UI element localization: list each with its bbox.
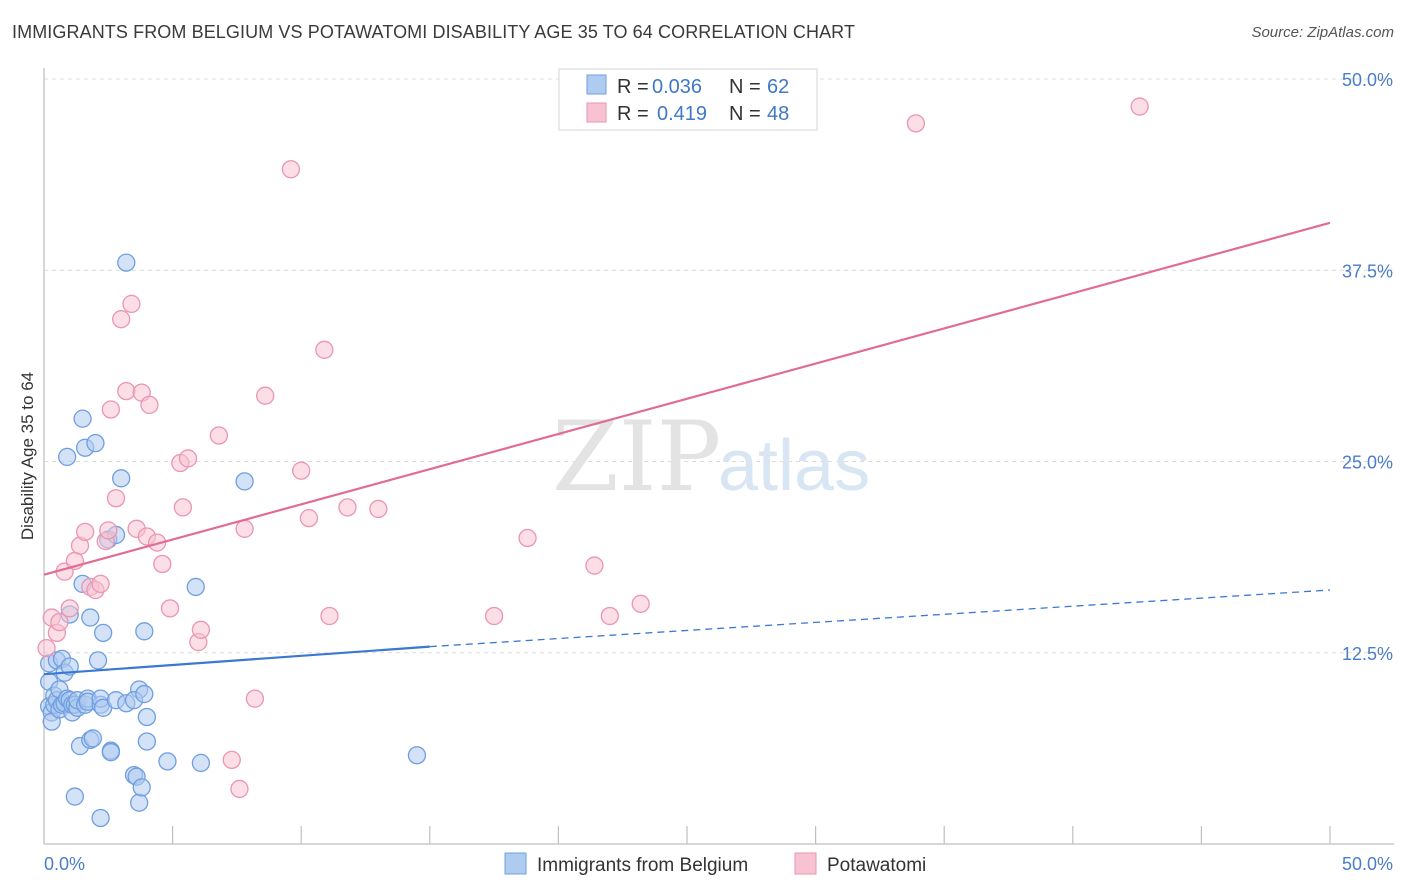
potawatomi-point-42 [338, 498, 357, 517]
watermark: ZIP atlas [552, 401, 870, 513]
legend-r-label-blue: R = [617, 76, 649, 98]
series-potawatomi-points [37, 97, 1149, 799]
potawatomi-point-31 [209, 426, 229, 445]
chart-source: Source: ZipAtlas.com [1251, 24, 1394, 41]
belgium-point-60 [137, 732, 157, 751]
y-tick-label-2: 37.5% [1342, 261, 1393, 281]
potawatomi-point-44 [484, 606, 504, 626]
belgium-point-57 [135, 622, 154, 641]
belgium-point-16 [57, 447, 77, 467]
potawatomi-point-30 [191, 620, 211, 639]
y-tick-label-0: 12.5% [1342, 644, 1393, 664]
potawatomi-point-27 [173, 498, 193, 517]
potawatomi-point-45 [518, 528, 537, 548]
x-tick-label-max: 50.0% [1342, 854, 1393, 874]
belgium-point-23 [65, 787, 85, 806]
belgium-point-64 [235, 472, 254, 491]
bottom-legend-swatch-belgium [504, 852, 527, 875]
belgium-point-53 [130, 793, 149, 812]
y-tick-label-3: 50.0% [1342, 70, 1393, 90]
legend-n-value-blue: 62 [767, 76, 789, 98]
potawatomi-point-36 [256, 386, 275, 405]
y-tick-label-1: 25.0% [1342, 453, 1393, 473]
x-axis-ticks [172, 826, 1331, 844]
potawatomi-point-33 [230, 779, 249, 799]
belgium-point-58 [135, 684, 154, 704]
trend-lines [43, 221, 1331, 676]
legend-r-label-pink: R = [617, 103, 649, 125]
belgium-point-34 [81, 608, 100, 627]
potawatomi-point-43 [369, 499, 388, 519]
belgium-point-48 [112, 469, 131, 488]
potawatomi-point-38 [292, 461, 311, 480]
potawatomi-point-41 [320, 606, 339, 626]
potawatomi-point-40 [315, 340, 334, 359]
legend-n-label-pink: N = [729, 103, 761, 125]
belgium-point-17 [60, 657, 79, 676]
x-tick-label-min: 0.0% [44, 854, 85, 874]
potawatomi-point-22 [140, 395, 159, 415]
stats-legend: R = 0.036 N = 62 R = 0.419 N = 48 [558, 68, 818, 131]
potawatomi-point-5 [60, 599, 79, 618]
belgium-point-61 [158, 752, 177, 771]
potawatomi-point-48 [631, 594, 650, 613]
chart-title: IMMIGRANTS FROM BELGIUM VS POTAWATOMI DI… [12, 22, 856, 42]
potawatomi-point-25 [160, 599, 180, 618]
belgium-point-41 [94, 623, 113, 643]
potawatomi-point-24 [153, 554, 172, 574]
potawatomi-point-39 [299, 508, 319, 528]
potawatomi-point-8 [76, 522, 95, 542]
potawatomi-point-34 [235, 519, 254, 538]
belgium-trend-line-solid [43, 645, 430, 676]
potawatomi-point-49 [906, 114, 926, 133]
bottom-legend-swatch-potawatomi [794, 852, 817, 875]
legend-r-value-pink: 0.419 [657, 103, 707, 125]
legend-swatch-blue [586, 74, 607, 95]
belgium-trend-line-dashed [429, 589, 1331, 648]
watermark-zip: ZIP [552, 401, 721, 513]
y-axis-tick-labels: 12.5% 25.0% 37.5% 50.0% [1342, 70, 1393, 664]
watermark-atlas: atlas [718, 426, 870, 506]
belgium-point-56 [132, 778, 151, 797]
potawatomi-point-37 [281, 160, 301, 179]
potawatomi-point-23 [148, 533, 167, 552]
belgium-point-27 [73, 409, 92, 428]
potawatomi-point-0 [37, 639, 56, 658]
belgium-point-37 [88, 651, 108, 670]
belgium-point-59 [137, 707, 157, 727]
potawatomi-point-28 [178, 449, 198, 468]
potawatomi-point-17 [117, 381, 136, 401]
belgium-point-45 [101, 743, 121, 762]
potawatomi-point-16 [112, 310, 131, 329]
potawatomi-point-14 [101, 400, 121, 419]
belgium-point-63 [191, 753, 211, 773]
legend-n-value-pink: 48 [767, 103, 789, 125]
gridlines [44, 78, 1394, 654]
belgium-point-35 [83, 729, 103, 748]
potawatomi-point-15 [106, 489, 126, 508]
belgium-point-38 [91, 808, 110, 828]
belgium-point-62 [186, 577, 205, 597]
potawatomi-point-3 [50, 613, 69, 632]
potawatomi-point-18 [122, 294, 141, 314]
potawatomi-point-13 [99, 521, 118, 540]
potawatomi-point-50 [1130, 97, 1149, 116]
bottom-legend-label-belgium: Immigrants from Belgium [537, 855, 748, 876]
y-axis-label: Disability Age 35 to 64 [18, 372, 37, 540]
potawatomi-point-32 [222, 750, 241, 769]
legend-n-label-blue: N = [729, 76, 761, 98]
potawatomi-point-47 [600, 606, 619, 626]
legend-swatch-pink [586, 102, 607, 123]
belgium-point-65 [407, 746, 427, 765]
potawatomi-point-11 [91, 574, 110, 594]
legend-r-value-blue: 0.036 [652, 76, 702, 98]
belgium-point-36 [86, 433, 105, 453]
belgium-point-55 [117, 253, 136, 272]
bottom-legend-label-potawatomi: Potawatomi [827, 855, 926, 876]
potawatomi-trend-line [43, 221, 1331, 576]
potawatomi-point-35 [245, 689, 265, 708]
bottom-legend: Immigrants from Belgium Potawatomi [504, 852, 926, 876]
potawatomi-point-46 [585, 556, 604, 575]
